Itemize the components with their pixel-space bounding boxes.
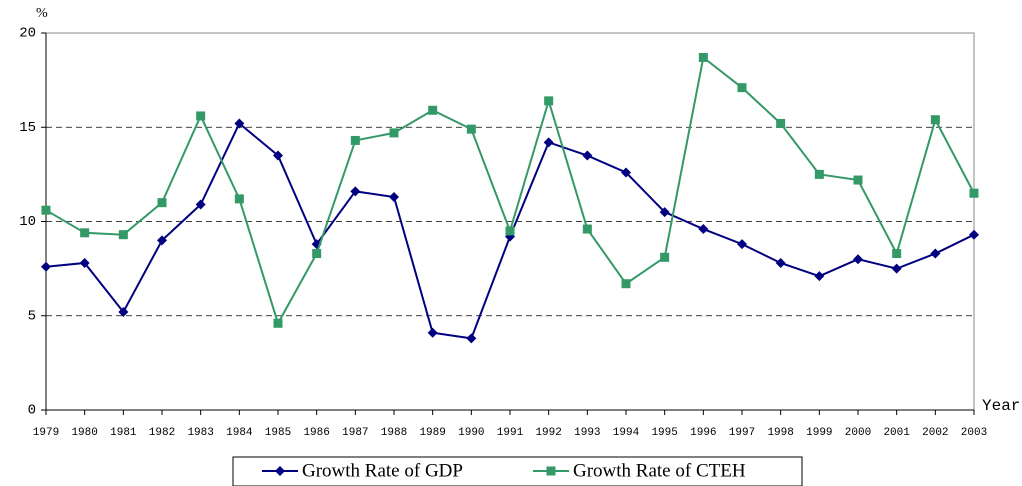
point — [196, 111, 206, 121]
point — [350, 135, 360, 145]
point — [621, 167, 631, 178]
x-tick-label: 1989 — [419, 427, 445, 439]
y-tick-label: 10 — [19, 214, 36, 230]
point — [157, 235, 167, 246]
point — [775, 257, 786, 268]
point — [582, 150, 593, 161]
legend-marker — [546, 466, 556, 476]
point — [41, 261, 51, 272]
point — [427, 327, 438, 338]
point — [350, 186, 361, 197]
point — [776, 118, 786, 128]
x-tick-label: 1981 — [110, 427, 137, 439]
x-tick-label: 2000 — [845, 427, 871, 439]
point — [544, 96, 554, 106]
point — [698, 224, 709, 235]
point — [737, 239, 747, 250]
x-tick-label: 1979 — [33, 427, 59, 439]
x-tick-label: 1998 — [767, 427, 793, 439]
point — [853, 254, 863, 265]
x-tick-label: 1996 — [690, 427, 716, 439]
point — [234, 118, 245, 129]
x-tick-label: 1991 — [497, 427, 524, 439]
point — [543, 137, 554, 148]
point — [969, 229, 979, 240]
x-tick-label: 1990 — [458, 427, 484, 439]
x-tick-label: 1987 — [342, 427, 368, 439]
point — [234, 194, 244, 204]
x-tick-label: 2003 — [961, 427, 987, 439]
y-tick-label: 20 — [19, 26, 36, 42]
y-tick-label: 5 — [28, 308, 36, 324]
x-tick-label: 1984 — [226, 427, 253, 439]
point — [273, 150, 283, 161]
series-line — [45, 55, 975, 326]
point — [814, 169, 824, 179]
point — [659, 207, 670, 218]
legend — [232, 456, 803, 486]
x-tick-label: 1985 — [265, 427, 291, 439]
point — [621, 279, 631, 289]
point — [118, 306, 129, 317]
point — [157, 198, 167, 208]
point — [79, 257, 90, 268]
point — [389, 128, 399, 138]
x-tick-label: 2001 — [883, 427, 910, 439]
point — [892, 249, 902, 259]
x-tick-label: 1999 — [806, 427, 832, 439]
point — [930, 115, 940, 125]
point — [582, 224, 592, 234]
x-tick-label: 1980 — [71, 427, 97, 439]
legend-label: Growth Rate of GDP — [302, 460, 463, 481]
point — [428, 105, 438, 115]
x-tick-label: 1993 — [574, 427, 600, 439]
point — [195, 199, 206, 210]
point — [389, 191, 399, 202]
x-axis-label: Year — [982, 397, 1020, 415]
x-tick-label: 1997 — [729, 427, 755, 439]
point — [737, 83, 747, 93]
point — [814, 271, 825, 282]
point — [118, 230, 128, 240]
point — [466, 333, 477, 344]
x-tick-label: 1982 — [149, 427, 175, 439]
point — [466, 124, 476, 134]
x-tick-label: 1992 — [535, 427, 561, 439]
legend-label: Growth Rate of CTEH — [573, 460, 746, 481]
point — [930, 248, 941, 259]
x-tick-label: 1988 — [381, 427, 407, 439]
x-tick-label: 1994 — [613, 427, 640, 439]
point — [273, 318, 283, 328]
x-tick-label: 2002 — [922, 427, 948, 439]
x-tick-label: 1995 — [651, 427, 677, 439]
point — [853, 175, 863, 185]
point — [505, 226, 515, 236]
legend-marker — [275, 466, 285, 476]
y-tick-label: 0 — [28, 403, 36, 419]
point — [80, 228, 90, 238]
y-tick-label: 15 — [19, 120, 36, 136]
y-axis-label: % — [36, 6, 48, 21]
point — [969, 188, 979, 198]
point — [312, 249, 322, 259]
x-tick-label: 1983 — [187, 427, 213, 439]
point — [698, 53, 708, 63]
point — [41, 205, 51, 215]
point — [660, 252, 670, 262]
point — [891, 263, 902, 274]
x-tick-label: 1986 — [303, 427, 329, 439]
